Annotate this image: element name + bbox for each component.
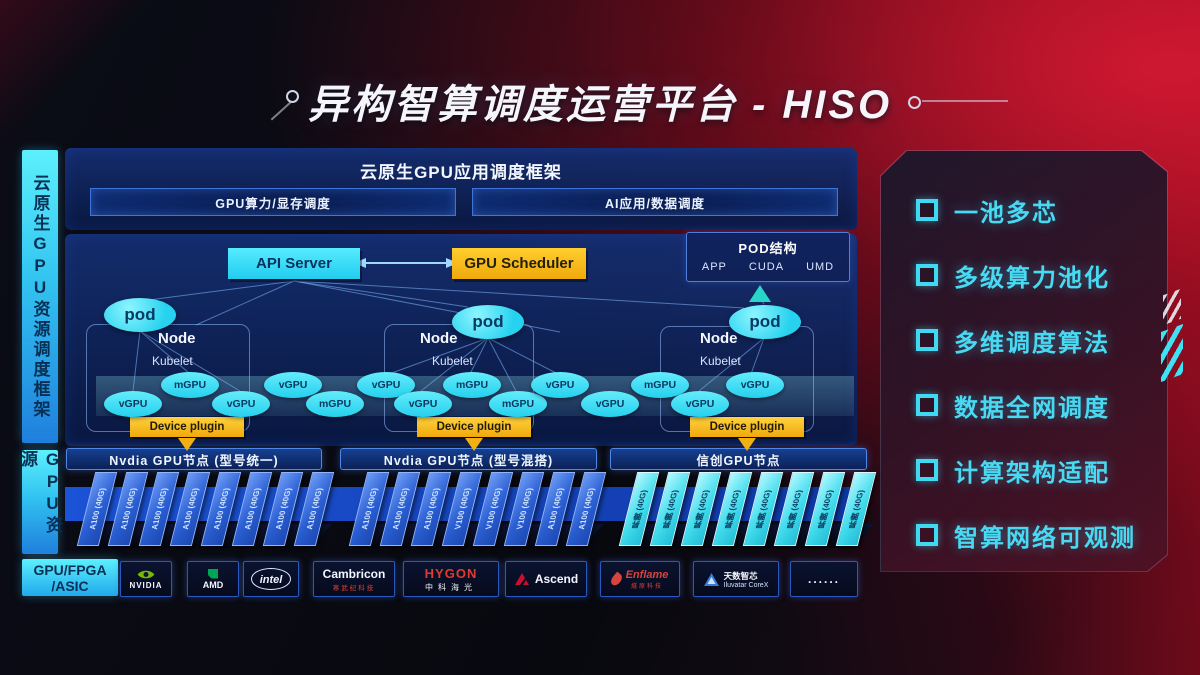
api-server-box: API Server	[228, 248, 360, 279]
vendor-intel-label: intel	[259, 574, 283, 586]
vendor-nvidia: NVIDIA	[120, 561, 172, 597]
title-deco-right-line	[922, 100, 1008, 102]
vendor-intel: intel	[243, 561, 299, 597]
pod-up-arrow	[749, 285, 771, 302]
kubelet-3-label: Kubelet	[700, 354, 741, 368]
enflame-flame-icon	[608, 571, 624, 587]
gpu-unit: vGPU	[581, 391, 639, 417]
ascend-icon	[514, 573, 529, 585]
feature-item: 一池多芯	[916, 185, 1136, 235]
gpu-row-header-1: Nvdia GPU节点 (型号统一)	[66, 448, 322, 470]
rail-gpu-resources: GPU资源	[18, 450, 62, 554]
gpu-unit: vGPU	[531, 372, 589, 398]
node-3-label: Node	[700, 330, 738, 347]
nvidia-eye-icon	[137, 570, 155, 578]
vendor-cambricon-sub: 寒武纪科技	[332, 584, 376, 592]
pod-structure-item: APP	[701, 261, 727, 273]
gpu-unit: vGPU	[726, 372, 784, 398]
vendor-enflame-sub: 燧原科技	[630, 583, 663, 590]
vendor-nvidia-label: NVIDIA	[129, 580, 163, 590]
square-bullet-icon	[916, 524, 938, 546]
vendor-cambricon: Cambricon 寒武纪科技	[313, 561, 395, 597]
gpu-unit: mGPU	[306, 391, 364, 417]
vendor-enflame: Enflame 燧原科技	[600, 561, 680, 597]
square-bullet-icon	[916, 329, 938, 351]
vendor-hygon: HYGON 中科海光	[403, 561, 499, 597]
gpu-unit: vGPU	[212, 391, 270, 417]
vendor-iluvatar-label: 天数智芯	[723, 570, 758, 581]
vendor-ascend: Ascend	[505, 561, 587, 597]
rail-cloud-native-gpu-scheduling: 云原生GPU资源调度框架	[22, 150, 58, 443]
node-1-label: Node	[158, 330, 196, 347]
panel-deco-stripes-white	[1163, 288, 1181, 326]
pod-structure-box: POD结构 APP CUDA UMD	[686, 232, 850, 282]
vendor-enflame-label: Enflame	[625, 568, 669, 581]
pod-structure-item: CUDA	[748, 261, 785, 273]
square-bullet-icon	[916, 199, 938, 221]
vendor-others-label: ......	[807, 572, 840, 586]
vendor-iluvatar-sub: Iluvatar CoreX	[723, 581, 769, 589]
pod-3: pod	[729, 305, 801, 339]
intel-oval-icon: intel	[250, 568, 292, 590]
square-bullet-icon	[916, 459, 938, 481]
device-plugin-2-arrow	[465, 438, 483, 451]
feature-list: 一池多芯 多级算力池化 多维调度算法 数据全网调度 计算架构适配	[916, 185, 1136, 560]
vendor-cambricon-label: Cambricon	[322, 566, 386, 581]
gpu-unit: vGPU	[264, 372, 322, 398]
pod-structure-title: POD结构	[738, 241, 798, 256]
gpu-cards-row-2: A100 (40G) A100 (40G) A100 (40G) V100 (40G)…	[348, 472, 607, 546]
amd-icon	[208, 568, 218, 579]
feature-item: 智算网络可观测	[916, 510, 1136, 560]
vendor-hygon-label: HYGON	[424, 565, 478, 581]
kubelet-1-label: Kubelet	[152, 354, 193, 368]
gpu-unit: vGPU	[104, 391, 162, 417]
gpu-unit: mGPU	[443, 372, 501, 398]
pod-2: pod	[452, 305, 524, 339]
vendor-ascend-label: Ascend	[534, 572, 579, 586]
vendor-amd-label: AMD	[202, 579, 224, 590]
kubelet-2-label: Kubelet	[432, 354, 473, 368]
gpu-unit: mGPU	[489, 391, 547, 417]
vendor-hygon-sub: 中科海光	[425, 582, 477, 592]
gpu-cards-row-1: A100 (40G) A100 (40G) A100 (40G) A100 (40G)…	[76, 472, 335, 546]
box-ai-data-scheduling: AI应用/数据调度	[472, 188, 838, 216]
gpu-unit: vGPU	[671, 391, 729, 417]
device-plugin-1-arrow	[178, 438, 196, 451]
gpu-scheduler-box: GPU Scheduler	[452, 248, 586, 279]
gpu-unit: mGPU	[161, 372, 219, 398]
pod-structure-items: APP CUDA UMD	[687, 261, 849, 273]
title-deco-left-ring	[286, 90, 299, 103]
device-plugin-1: Device plugin	[130, 417, 244, 437]
feature-item: 多级算力池化	[916, 250, 1136, 300]
device-plugin-3: Device plugin	[690, 417, 804, 437]
feature-item: 数据全网调度	[916, 380, 1136, 430]
square-bullet-icon	[916, 394, 938, 416]
feature-item: 多维调度算法	[916, 315, 1136, 365]
vendor-iluvatar: 天数智芯 Iluvatar CoreX	[693, 561, 779, 597]
hardware-type-label: GPU/FPGA /ASIC	[22, 559, 118, 596]
vendor-others: ......	[790, 561, 858, 597]
gpu-cards-row-3: 昇腾 (40G) 昇腾 (40G) 昇腾 (40G) 昇腾 (40G) 昇腾 (40G)…	[618, 472, 877, 546]
box-gpu-compute-scheduling: GPU算力/显存调度	[90, 188, 456, 216]
app-layer-title: 云原生GPU应用调度框架	[360, 163, 562, 182]
title-deco-right-ring	[908, 96, 921, 109]
device-plugin-3-arrow	[738, 438, 756, 451]
pod-structure-item: UMD	[806, 261, 835, 273]
gpu-row-header-2: Nvdia GPU节点 (型号混搭)	[340, 448, 597, 470]
feature-item: 计算架构适配	[916, 445, 1136, 495]
gpu-row-header-3: 信创GPU节点	[610, 448, 867, 470]
feature-panel-bg	[881, 151, 1167, 571]
square-bullet-icon	[916, 264, 938, 286]
vendor-amd: AMD	[187, 561, 239, 597]
page-title: 异构智算调度运营平台 - HISO	[307, 83, 893, 127]
node-2-label: Node	[420, 330, 458, 347]
gpu-unit: vGPU	[394, 391, 452, 417]
pod-1: pod	[104, 298, 176, 332]
device-plugin-2: Device plugin	[417, 417, 531, 437]
panel-deco-stripes-cyan	[1161, 323, 1183, 383]
iluvatar-icon	[703, 572, 719, 586]
